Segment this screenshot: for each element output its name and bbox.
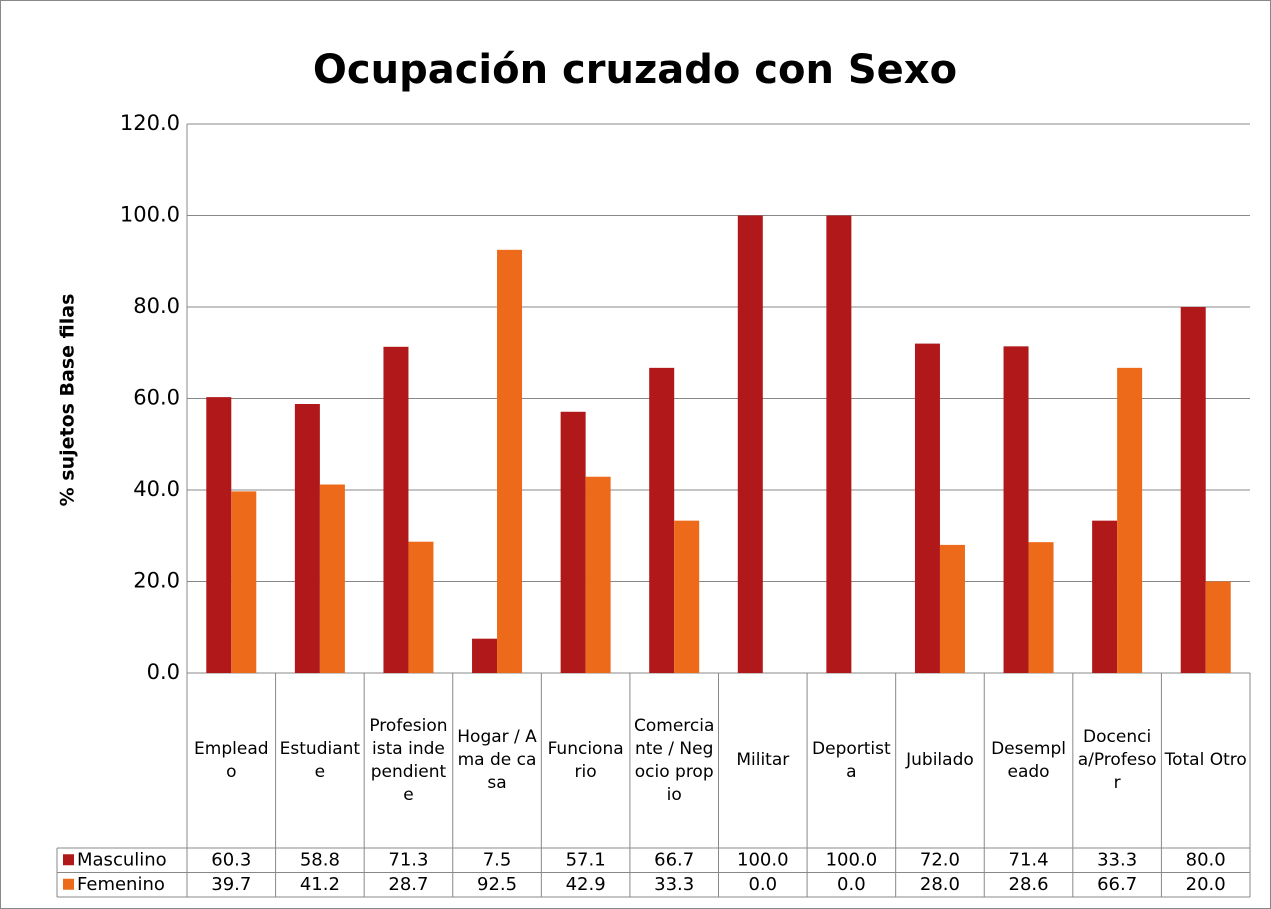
x-tick-label: Desempleado xyxy=(991,738,1067,782)
bar xyxy=(231,491,257,673)
bar xyxy=(383,346,409,673)
bar xyxy=(206,397,232,673)
bar xyxy=(674,520,700,673)
category-cell: Deportista xyxy=(812,738,891,782)
bar xyxy=(585,476,611,673)
y-tick-label: 100.0 xyxy=(120,203,180,227)
bar xyxy=(1205,581,1231,673)
x-tick-label: Hogar / Ama de casa xyxy=(457,727,537,793)
table-value: 20.0 xyxy=(1186,874,1226,895)
bar xyxy=(408,541,434,673)
table-value: 57.1 xyxy=(566,849,606,870)
chart-title: Ocupación cruzado con Sexo xyxy=(313,47,957,93)
category-cell: Jubilado xyxy=(906,750,974,770)
table-value: 28.6 xyxy=(1009,874,1049,895)
x-tick-label: Total Otro xyxy=(1164,750,1247,770)
bar xyxy=(737,215,763,673)
table-value: 60.3 xyxy=(211,849,251,870)
x-tick-label: Profesionista independiente xyxy=(369,715,448,805)
y-tick-label: 120.0 xyxy=(120,111,180,135)
x-tick-label: Empleado xyxy=(194,738,269,782)
table-value: 100.0 xyxy=(826,849,878,870)
bar xyxy=(1003,346,1029,673)
table-value: 66.7 xyxy=(1097,874,1137,895)
table-value: 0.0 xyxy=(837,874,866,895)
table-value: 7.5 xyxy=(483,849,512,870)
table-value: 80.0 xyxy=(1186,849,1226,870)
category-cell: Desempleado xyxy=(991,738,1067,782)
y-tick-label: 40.0 xyxy=(133,477,180,501)
category-cell: Docencia/Profesor xyxy=(1077,727,1157,793)
y-tick-label: 80.0 xyxy=(133,294,180,318)
bar xyxy=(497,249,523,673)
x-tick-label: Militar xyxy=(736,750,790,770)
table-value: 71.3 xyxy=(388,849,428,870)
category-cell: Funcionario xyxy=(547,738,624,782)
bar xyxy=(472,638,498,673)
table-value: 28.0 xyxy=(920,874,960,895)
table-value: 71.4 xyxy=(1009,849,1049,870)
table-value: 72.0 xyxy=(920,849,960,870)
bar xyxy=(1028,542,1054,673)
bar xyxy=(294,403,320,673)
table-value: 41.2 xyxy=(300,874,340,895)
bar xyxy=(826,215,852,673)
category-cell: Profesionista independiente xyxy=(369,715,448,805)
table-value: 39.7 xyxy=(211,874,251,895)
x-tick-label: Comerciante / Negocio propio xyxy=(633,715,715,805)
legend-label: Femenino xyxy=(77,874,165,895)
bar xyxy=(1117,367,1143,673)
table-value: 28.7 xyxy=(388,874,428,895)
table-value: 58.8 xyxy=(300,849,340,870)
category-cell: Hogar / Ama de casa xyxy=(457,727,537,793)
table-value: 100.0 xyxy=(737,849,789,870)
table-value: 33.3 xyxy=(1097,849,1137,870)
x-tick-label: Docencia/Profesor xyxy=(1077,727,1157,793)
category-cell: Comerciante / Negocio propio xyxy=(633,715,715,805)
bar xyxy=(319,484,345,673)
legend-label: Masculino xyxy=(77,849,167,870)
legend-swatch xyxy=(63,878,74,890)
bar xyxy=(1092,520,1118,673)
bar xyxy=(560,411,586,673)
x-tick-label: Funcionario xyxy=(547,738,624,782)
category-cell: Estudiante xyxy=(279,738,361,782)
bar xyxy=(914,343,940,673)
table-value: 92.5 xyxy=(477,874,517,895)
x-tick-label: Jubilado xyxy=(906,750,974,770)
x-tick-label: Deportista xyxy=(812,738,891,782)
legend-swatch xyxy=(63,854,74,866)
category-cell: Empleado xyxy=(194,738,269,782)
bar xyxy=(939,544,965,673)
y-tick-label: 0.0 xyxy=(147,660,180,684)
table-value: 0.0 xyxy=(748,874,777,895)
y-tick-label: 20.0 xyxy=(133,569,180,593)
category-cell: Total Otro xyxy=(1164,750,1247,770)
y-axis-title: % sujetos Base filas xyxy=(57,294,79,507)
table-value: 42.9 xyxy=(566,874,606,895)
bar xyxy=(1180,307,1206,673)
table-value: 66.7 xyxy=(654,849,694,870)
table-value: 33.3 xyxy=(654,874,694,895)
bar xyxy=(649,367,675,673)
x-tick-label: Estudiante xyxy=(279,738,361,782)
category-cell: Militar xyxy=(736,750,790,770)
y-tick-label: 60.0 xyxy=(133,386,180,410)
